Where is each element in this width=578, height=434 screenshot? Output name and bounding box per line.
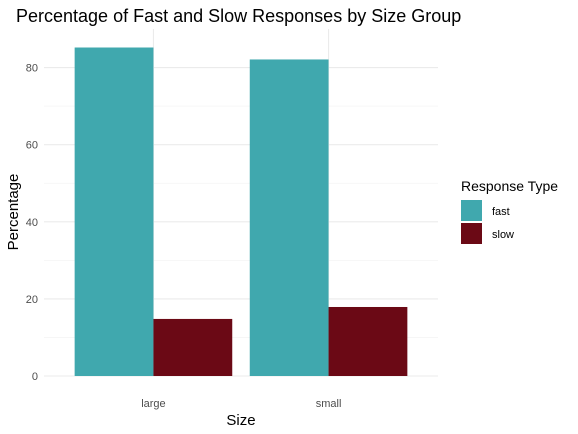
bar-fast-small: [249, 59, 329, 376]
legend-label-slow: slow: [492, 229, 514, 241]
legend: Response Type fast slow: [461, 178, 558, 244]
legend-swatch-slow: [461, 223, 482, 244]
legend-swatch-fast: [461, 200, 482, 221]
legend-label-fast: fast: [492, 206, 510, 218]
legend-title: Response Type: [461, 178, 558, 194]
bars-group: [74, 47, 408, 377]
y-axis-ticks: 0 20 40 60 80: [26, 63, 38, 383]
x-axis-title: Size: [226, 412, 255, 429]
y-tick-label: 0: [32, 371, 38, 383]
x-tick-label: large: [141, 398, 165, 410]
y-tick-label: 40: [26, 217, 38, 229]
y-axis-title: Percentage: [5, 174, 22, 251]
bar-slow-small: [328, 306, 408, 376]
bar-slow-large: [153, 318, 233, 376]
y-tick-label: 60: [26, 140, 38, 152]
y-tick-label: 80: [26, 63, 38, 75]
x-axis-ticks: large small: [141, 398, 341, 410]
bar-fast-large: [74, 47, 154, 377]
legend-items: fast slow: [461, 200, 514, 244]
x-tick-label: small: [316, 398, 342, 410]
chart-title: Percentage of Fast and Slow Responses by…: [16, 6, 461, 26]
y-tick-label: 20: [26, 294, 38, 306]
